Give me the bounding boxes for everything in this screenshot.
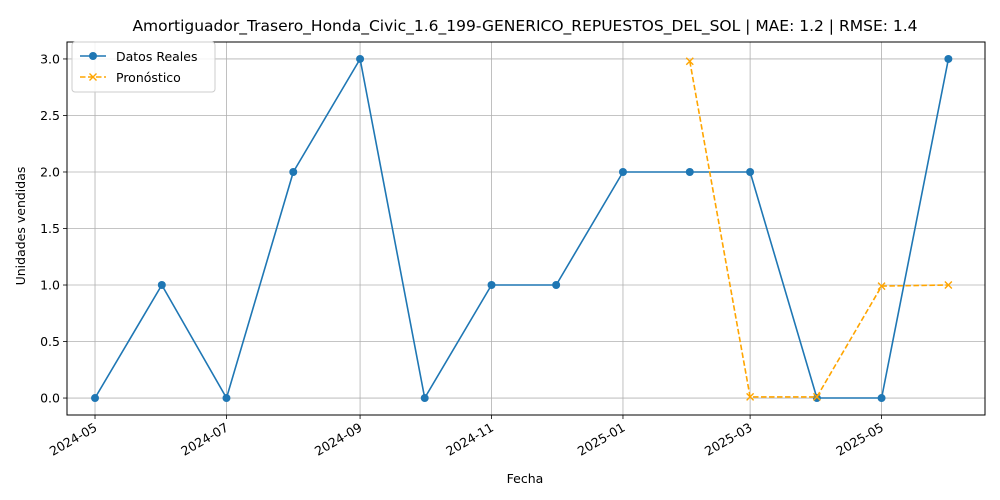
y-tick-label: 0.0 — [40, 391, 60, 406]
data-point-datos-reales — [91, 394, 100, 403]
data-point-pronostico — [746, 392, 755, 401]
data-point-datos-reales — [685, 167, 694, 176]
y-tick-label: 1.0 — [40, 278, 60, 293]
data-point-datos-reales — [877, 394, 886, 403]
y-tick-label: 2.5 — [40, 108, 60, 123]
legend: Datos Reales Pronóstico — [71, 41, 216, 93]
data-point-datos-reales — [222, 394, 231, 403]
legend-marker-pronostico — [89, 73, 97, 81]
data-point-datos-reales — [746, 167, 755, 176]
y-tick-label: 2.0 — [40, 164, 60, 179]
series-line-datos-reales — [94, 58, 950, 399]
y-tick-label: 1.5 — [40, 221, 60, 236]
legend-label-pronostico: Pronóstico — [116, 70, 181, 85]
data-point-datos-reales — [289, 167, 298, 176]
data-point-datos-reales — [356, 54, 365, 63]
data-point-pronostico — [877, 282, 886, 291]
y-axis-label: Unidades vendidas — [13, 167, 28, 286]
x-axis-label: Fecha — [507, 471, 544, 486]
chart-title: Amortiguador_Trasero_Honda_Civic_1.6_199… — [132, 17, 917, 36]
data-point-datos-reales — [487, 281, 496, 290]
y-tick-label: 3.0 — [40, 51, 60, 66]
data-point-pronostico — [685, 57, 694, 66]
data-point-datos-reales — [618, 167, 627, 176]
data-point-pronostico — [812, 392, 821, 401]
y-tick-label: 0.5 — [40, 334, 60, 349]
legend-label-datos-reales: Datos Reales — [116, 49, 197, 64]
series-line-pronostico — [689, 61, 949, 398]
data-point-pronostico — [944, 281, 953, 290]
data-point-datos-reales — [420, 394, 429, 403]
data-point-datos-reales — [552, 281, 561, 290]
data-point-datos-reales — [812, 394, 821, 403]
data-point-datos-reales — [157, 281, 166, 290]
series-layer — [91, 54, 953, 403]
legend-box — [71, 41, 216, 93]
data-point-datos-reales — [944, 54, 953, 63]
legend-marker-datos-reales — [89, 52, 97, 60]
